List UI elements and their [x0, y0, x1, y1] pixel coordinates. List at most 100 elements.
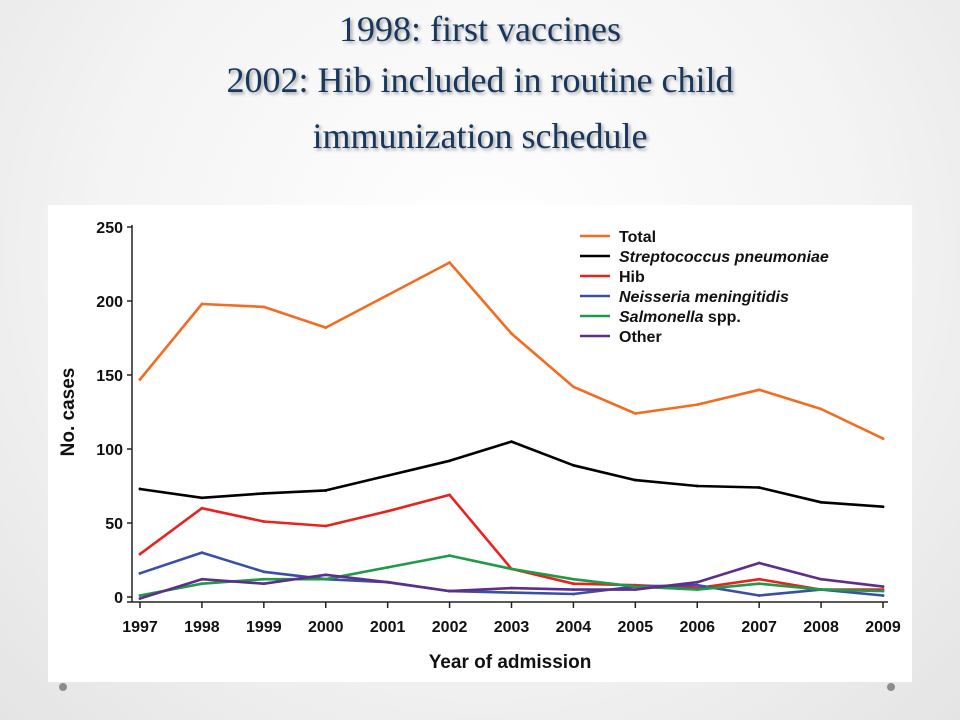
data-point: [633, 585, 637, 589]
x-axis-label: Year of admission: [429, 652, 592, 673]
data-point: [262, 582, 266, 586]
data-point: [386, 474, 390, 478]
legend-series-name: Hib: [619, 269, 645, 286]
title-line-1: 1998: first vaccines: [339, 9, 621, 49]
x-tick-label: 2005: [618, 619, 654, 636]
data-point: [757, 594, 761, 597]
data-point: [819, 407, 823, 411]
legend-label: Salmonella spp.: [619, 309, 741, 326]
data-point: [572, 588, 575, 591]
data-point: [448, 589, 451, 593]
data-point: [510, 591, 513, 594]
data-point: [572, 582, 575, 586]
data-point: [262, 520, 266, 523]
data-point: [757, 561, 761, 565]
data-point: [572, 592, 575, 596]
data-point: [881, 505, 885, 509]
data-point: [510, 567, 513, 571]
data-point: [386, 293, 390, 297]
data-point: [757, 577, 761, 581]
data-point: [386, 580, 390, 584]
data-point: [138, 594, 142, 597]
legend-series-name: Neisseria meningitidis: [619, 289, 789, 306]
legend-label: Neisseria meningitidis: [619, 289, 789, 306]
x-tick-label: 2002: [432, 619, 468, 636]
data-point: [262, 492, 266, 495]
data-point: [572, 463, 575, 467]
slide-title: 1998: first vaccines 2002: Hib included …: [0, 6, 960, 164]
y-tick-label: 50: [105, 516, 123, 533]
data-point: [324, 326, 328, 330]
x-tick-label: 2009: [865, 619, 901, 636]
data-point: [695, 484, 699, 488]
x-tick-label: 2001: [370, 619, 406, 636]
data-point: [324, 524, 328, 528]
data-point: [633, 478, 637, 482]
data-point: [324, 577, 328, 581]
legend-label: Streptococcus pneumoniae: [619, 249, 829, 266]
data-point: [262, 570, 266, 574]
series-line-2: [138, 493, 885, 591]
data-point: [386, 566, 390, 569]
slide-dot-left: [59, 683, 67, 691]
data-point: [200, 582, 204, 586]
y-axis-label: No. cases: [58, 368, 79, 457]
x-tick-label: 2008: [803, 619, 839, 636]
data-point: [324, 489, 328, 492]
data-point: [881, 594, 885, 597]
data-point: [695, 583, 699, 587]
title-line-2: 2002: Hib included in routine child: [226, 60, 734, 100]
data-point: [200, 302, 204, 306]
data-point: [448, 459, 451, 463]
data-point: [819, 588, 823, 591]
data-point: [262, 305, 266, 309]
x-tick-label: 2004: [556, 619, 592, 636]
y-tick-label: 100: [96, 442, 123, 459]
data-point: [819, 577, 823, 581]
data-point: [138, 552, 142, 556]
y-tick-label: 200: [96, 294, 123, 311]
data-point: [757, 582, 761, 586]
x-tick-label: 1997: [122, 619, 158, 636]
data-point: [386, 509, 390, 513]
data-point: [448, 261, 451, 264]
x-tick-label: 2000: [308, 619, 344, 636]
y-tick-label: 250: [96, 220, 123, 237]
data-point: [633, 412, 637, 415]
data-point: [138, 378, 142, 381]
data-point: [448, 493, 451, 497]
data-point: [572, 385, 575, 389]
legend-series-name: Total: [619, 229, 656, 246]
x-tick-label: 2006: [679, 619, 715, 636]
data-point: [200, 496, 204, 500]
data-point: [695, 580, 699, 584]
data-point: [138, 597, 142, 600]
data-point: [262, 577, 266, 581]
data-point: [695, 403, 699, 406]
x-tick-label: 2003: [494, 619, 530, 636]
x-tick-label: 1999: [246, 619, 282, 636]
legend-label: Other: [619, 329, 662, 346]
slide-dot-right: [887, 683, 895, 691]
data-point: [757, 388, 761, 392]
legend-series-name: Streptococcus pneumoniae: [619, 249, 829, 266]
legend-series-name: Other: [619, 329, 662, 346]
data-point: [448, 554, 451, 557]
series-line-1: [138, 440, 885, 509]
data-point: [200, 551, 204, 554]
data-point: [138, 571, 142, 575]
chart-panel: 0 50 100 150 200 250 1997 1998 1999 2000 2001 2002 2…: [48, 205, 912, 682]
data-point: [510, 440, 513, 443]
data-point: [695, 588, 699, 591]
data-point: [510, 586, 513, 590]
y-tick-label: 150: [96, 368, 123, 385]
legend-label: Total: [619, 229, 656, 246]
data-point: [138, 487, 142, 491]
data-point: [757, 486, 761, 489]
data-point: [200, 506, 204, 510]
data-point: [881, 589, 885, 593]
line-chart: 0 50 100 150 200 250 1997 1998 1999 2000 2001 2002 2…: [58, 220, 901, 673]
data-point: [819, 500, 823, 504]
data-point: [881, 437, 885, 441]
x-tick-label: 1998: [184, 619, 220, 636]
